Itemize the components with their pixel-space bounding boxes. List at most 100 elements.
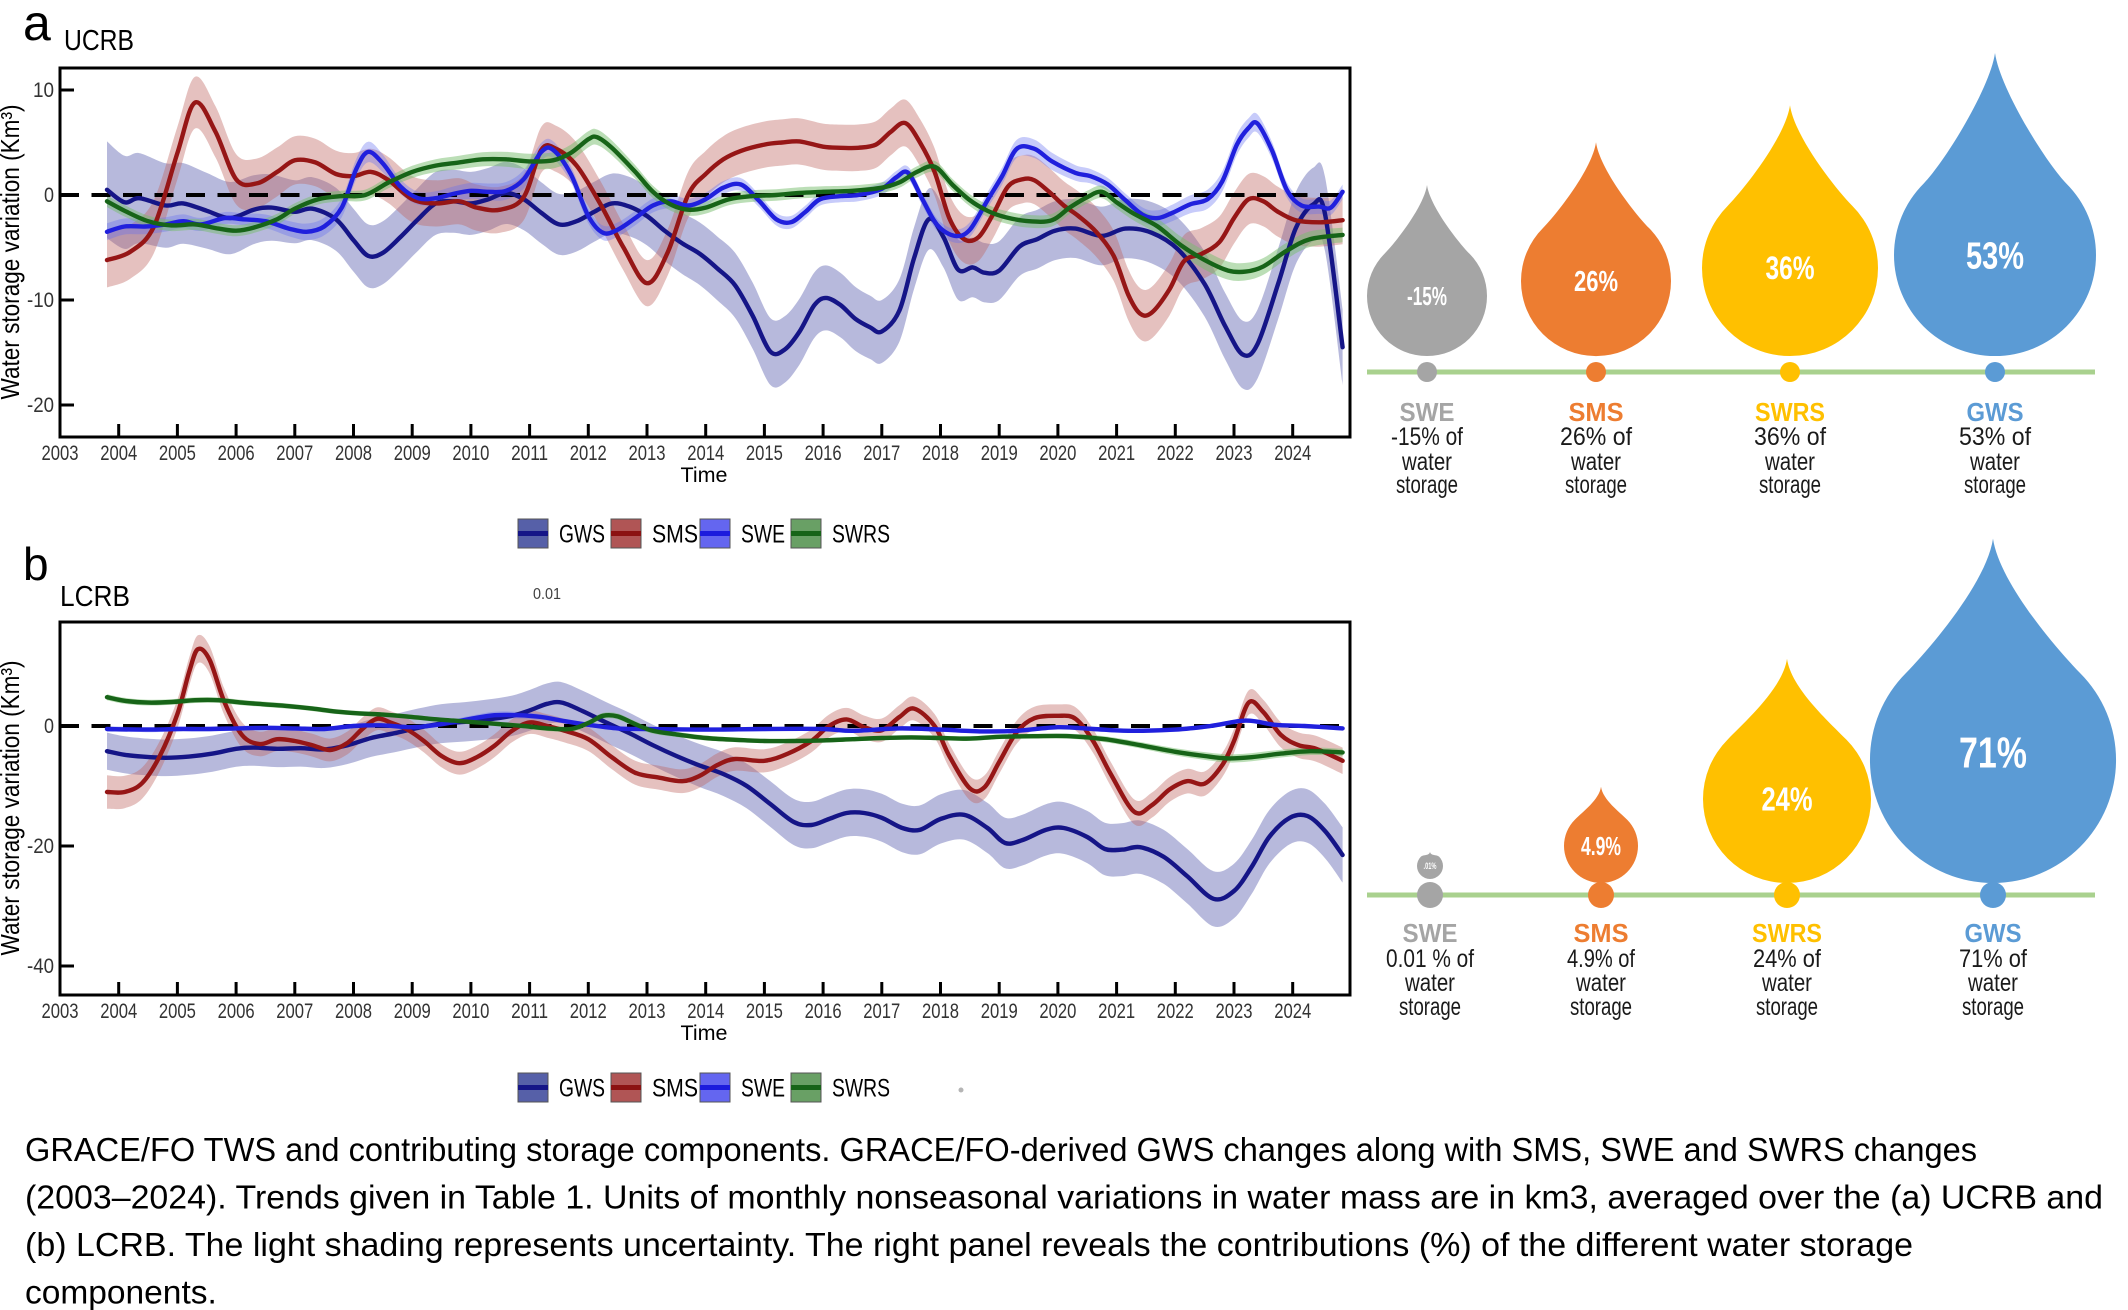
svg-text:2009: 2009 bbox=[394, 442, 431, 465]
svg-text:2018: 2018 bbox=[922, 1000, 959, 1023]
svg-text:2011: 2011 bbox=[511, 1000, 548, 1023]
svg-text:2023: 2023 bbox=[1216, 1000, 1253, 1023]
svg-text:SMS: SMS bbox=[1574, 918, 1629, 948]
svg-text:0.01: 0.01 bbox=[533, 586, 561, 603]
svg-text:2016: 2016 bbox=[805, 442, 842, 465]
svg-text:2020: 2020 bbox=[1039, 1000, 1076, 1023]
svg-text:water: water bbox=[1401, 448, 1452, 476]
svg-text:Water storage variation (Km³): Water storage variation (Km³) bbox=[0, 661, 25, 956]
svg-text:storage: storage bbox=[1399, 993, 1461, 1021]
svg-text:26% of: 26% of bbox=[1560, 423, 1632, 451]
svg-text:24%: 24% bbox=[1762, 781, 1813, 818]
svg-text:storage: storage bbox=[1756, 993, 1818, 1021]
svg-text:2009: 2009 bbox=[394, 1000, 431, 1023]
svg-text:SWRS: SWRS bbox=[832, 521, 890, 549]
svg-text:2010: 2010 bbox=[452, 1000, 489, 1023]
svg-text:2011: 2011 bbox=[511, 442, 548, 465]
svg-text:SMS: SMS bbox=[1569, 397, 1624, 427]
svg-text:10: 10 bbox=[33, 79, 54, 102]
svg-text:.01%: .01% bbox=[1424, 861, 1437, 871]
svg-text:4.9% of: 4.9% of bbox=[1567, 945, 1635, 973]
svg-text:2015: 2015 bbox=[746, 442, 783, 465]
svg-text:-40: -40 bbox=[27, 955, 54, 978]
svg-text:2023: 2023 bbox=[1216, 442, 1253, 465]
svg-text:-20: -20 bbox=[27, 394, 54, 417]
svg-text:LCRB: LCRB bbox=[60, 581, 130, 613]
svg-text:2015: 2015 bbox=[746, 1000, 783, 1023]
svg-text:2008: 2008 bbox=[335, 1000, 372, 1023]
svg-text:36%: 36% bbox=[1766, 250, 1815, 286]
svg-text:GRACE/FO TWS and contributing: GRACE/FO TWS and contributing storage co… bbox=[25, 1132, 1977, 1169]
svg-text:2010: 2010 bbox=[452, 442, 489, 465]
svg-text:SWRS: SWRS bbox=[1752, 918, 1822, 948]
svg-text:2014: 2014 bbox=[687, 1000, 724, 1023]
svg-text:2014: 2014 bbox=[687, 442, 724, 465]
svg-text:2021: 2021 bbox=[1098, 1000, 1135, 1023]
svg-text:storage: storage bbox=[1964, 471, 2026, 499]
svg-text:2019: 2019 bbox=[981, 442, 1018, 465]
svg-text:2007: 2007 bbox=[276, 1000, 313, 1023]
svg-text:2003: 2003 bbox=[42, 442, 79, 465]
svg-text:24% of: 24% of bbox=[1753, 945, 1821, 973]
svg-text:UCRB: UCRB bbox=[64, 25, 134, 57]
svg-text:2012: 2012 bbox=[570, 442, 607, 465]
svg-text:b: b bbox=[23, 538, 49, 590]
svg-text:0: 0 bbox=[44, 715, 54, 738]
svg-text:0: 0 bbox=[44, 184, 54, 207]
svg-text:water: water bbox=[1575, 969, 1626, 997]
svg-text:Time: Time bbox=[681, 1021, 728, 1045]
svg-text:storage: storage bbox=[1570, 993, 1632, 1021]
svg-text:2006: 2006 bbox=[218, 442, 255, 465]
svg-text:2013: 2013 bbox=[629, 1000, 666, 1023]
svg-text:2017: 2017 bbox=[863, 442, 900, 465]
svg-text:2017: 2017 bbox=[863, 1000, 900, 1023]
svg-text:2007: 2007 bbox=[276, 442, 313, 465]
svg-text:storage: storage bbox=[1759, 471, 1821, 499]
svg-text:components.: components. bbox=[25, 1275, 217, 1310]
svg-text:water: water bbox=[1764, 448, 1815, 476]
svg-text:2004: 2004 bbox=[100, 1000, 137, 1023]
svg-text:71% of: 71% of bbox=[1959, 945, 2027, 973]
svg-text:2005: 2005 bbox=[159, 442, 196, 465]
svg-text:36% of: 36% of bbox=[1754, 423, 1826, 451]
svg-text:SWRS: SWRS bbox=[832, 1075, 890, 1103]
svg-text:GWS: GWS bbox=[1967, 397, 2024, 427]
svg-text:2006: 2006 bbox=[218, 1000, 255, 1023]
svg-text:SWRS: SWRS bbox=[1755, 397, 1825, 427]
svg-text:SWE: SWE bbox=[1400, 397, 1455, 427]
svg-text:Water storage variation (Km³): Water storage variation (Km³) bbox=[0, 105, 25, 400]
svg-text:storage: storage bbox=[1565, 471, 1627, 499]
svg-text:71%: 71% bbox=[1959, 728, 2027, 777]
svg-text:2024: 2024 bbox=[1274, 1000, 1311, 1023]
svg-text:water: water bbox=[1570, 448, 1621, 476]
svg-text:SWE: SWE bbox=[741, 1075, 785, 1103]
svg-text:2012: 2012 bbox=[570, 1000, 607, 1023]
svg-text:storage: storage bbox=[1962, 993, 2024, 1021]
svg-text:2019: 2019 bbox=[981, 1000, 1018, 1023]
svg-text:water: water bbox=[1404, 969, 1455, 997]
svg-text:SMS: SMS bbox=[652, 1075, 698, 1103]
svg-text:4.9%: 4.9% bbox=[1581, 831, 1621, 861]
svg-text:2003: 2003 bbox=[42, 1000, 79, 1023]
svg-text:2024: 2024 bbox=[1274, 442, 1311, 465]
svg-text:water: water bbox=[1967, 969, 2018, 997]
svg-text:2020: 2020 bbox=[1039, 442, 1076, 465]
svg-text:GWS: GWS bbox=[559, 521, 605, 549]
svg-text:water: water bbox=[1969, 448, 2020, 476]
svg-text:water: water bbox=[1761, 969, 1812, 997]
svg-text:2013: 2013 bbox=[629, 442, 666, 465]
svg-text:53%: 53% bbox=[1966, 235, 2024, 277]
svg-text:SMS: SMS bbox=[652, 521, 698, 549]
svg-text:2018: 2018 bbox=[922, 442, 959, 465]
svg-text:(2003–2024). Trends given in T: (2003–2024). Trends given in Table 1. Un… bbox=[25, 1180, 2103, 1217]
svg-text:2022: 2022 bbox=[1157, 1000, 1194, 1023]
svg-text:53% of: 53% of bbox=[1959, 423, 2031, 451]
svg-text:-15% of: -15% of bbox=[1391, 423, 1463, 451]
svg-text:2021: 2021 bbox=[1098, 442, 1135, 465]
svg-text:26%: 26% bbox=[1574, 266, 1618, 298]
svg-text:-15%: -15% bbox=[1407, 281, 1447, 311]
svg-text:2022: 2022 bbox=[1157, 442, 1194, 465]
svg-text:storage: storage bbox=[1396, 471, 1458, 499]
svg-text:-10: -10 bbox=[27, 289, 54, 312]
svg-text:GWS: GWS bbox=[559, 1075, 605, 1103]
